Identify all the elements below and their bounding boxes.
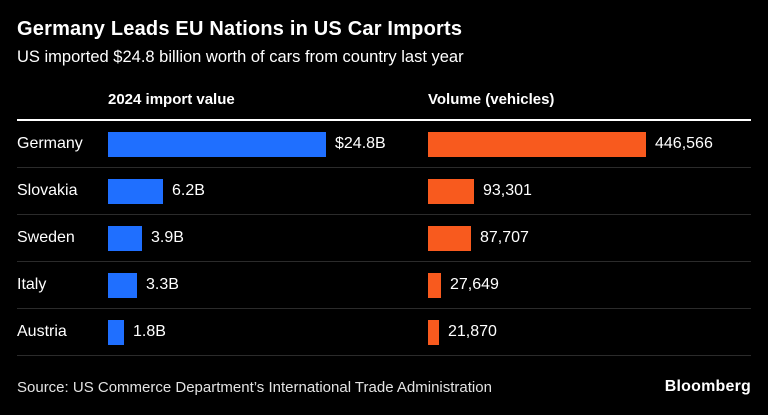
country-label: Austria <box>17 323 67 340</box>
import-value-cell: 3.3B <box>108 262 428 308</box>
import-value-bar <box>108 225 142 251</box>
volume-cell: 93,301 <box>428 168 751 214</box>
volume-label: 87,707 <box>480 229 529 246</box>
volume-bar <box>428 178 474 204</box>
volume-bar <box>428 225 471 251</box>
volume-bar <box>428 131 646 157</box>
volume-bar <box>428 319 439 345</box>
chart-subtitle: US imported $24.8 billion worth of cars … <box>17 48 464 66</box>
volume-cell: 87,707 <box>428 215 751 261</box>
table-row: Italy 3.3B 27,649 <box>17 262 751 309</box>
volume-cell: 446,566 <box>428 121 751 167</box>
import-value-bar <box>108 178 163 204</box>
import-value-cell: 3.9B <box>108 215 428 261</box>
import-value-label: 3.9B <box>151 229 184 246</box>
import-value-bar <box>108 272 137 298</box>
chart-rows: Germany $24.8B 446,566 Slovakia 6.2B 93,… <box>17 119 751 356</box>
volume-header: Volume (vehicles) <box>428 91 555 108</box>
volume-label: 93,301 <box>483 182 532 199</box>
source-attribution: Source: US Commerce Department’s Interna… <box>17 378 492 396</box>
table-row: Sweden 3.9B 87,707 <box>17 215 751 262</box>
import-value-bar <box>108 319 124 345</box>
country-label: Italy <box>17 276 47 293</box>
volume-label: 21,870 <box>448 323 497 340</box>
country-label: Slovakia <box>17 182 78 199</box>
volume-bar <box>428 272 441 298</box>
table-row: Austria 1.8B 21,870 <box>17 309 751 356</box>
import-value-cell: 6.2B <box>108 168 428 214</box>
bloomberg-logo: Bloomberg <box>664 378 751 395</box>
import-value-label: 3.3B <box>146 276 179 293</box>
import-value-cell: $24.8B <box>108 121 428 167</box>
import-value-label: 6.2B <box>172 182 205 199</box>
country-label: Sweden <box>17 229 75 246</box>
import-value-bar <box>108 131 326 157</box>
import-value-label: 1.8B <box>133 323 166 340</box>
table-row: Slovakia 6.2B 93,301 <box>17 168 751 215</box>
chart-footer: Source: US Commerce Department’s Interna… <box>17 359 751 415</box>
chart-title: Germany Leads EU Nations in US Car Impor… <box>17 18 463 40</box>
country-label: Germany <box>17 135 83 152</box>
column-headers: 2024 import value Volume (vehicles) <box>17 91 751 119</box>
volume-label: 446,566 <box>655 135 713 152</box>
volume-label: 27,649 <box>450 276 499 293</box>
import-value-header: 2024 import value <box>108 91 235 108</box>
volume-cell: 21,870 <box>428 309 751 355</box>
table-row: Germany $24.8B 446,566 <box>17 121 751 168</box>
import-value-label: $24.8B <box>335 135 386 152</box>
volume-cell: 27,649 <box>428 262 751 308</box>
import-value-cell: 1.8B <box>108 309 428 355</box>
